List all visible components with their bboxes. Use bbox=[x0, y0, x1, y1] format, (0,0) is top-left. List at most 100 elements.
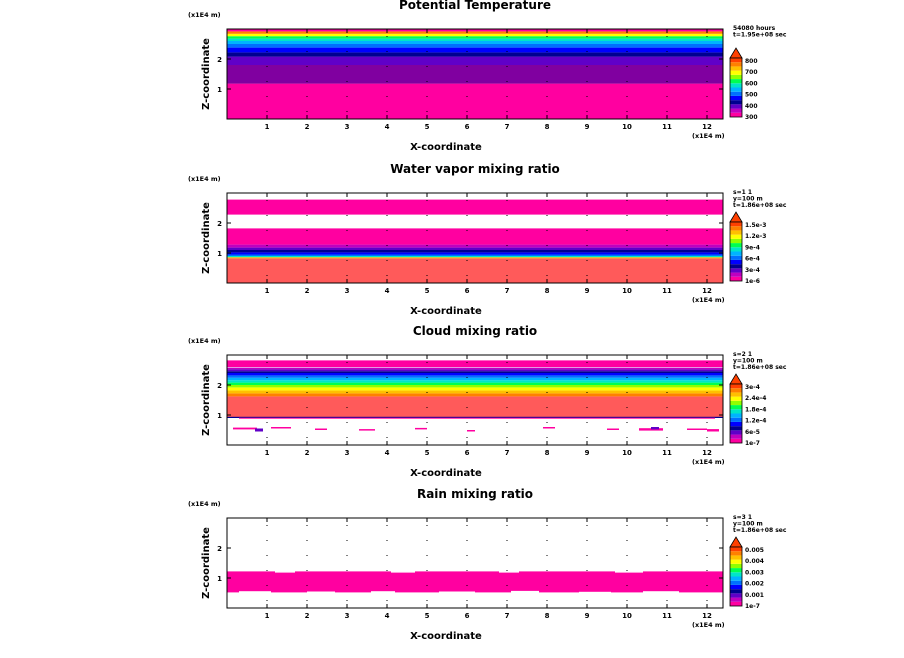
grid-dot bbox=[666, 230, 668, 231]
contour-band bbox=[227, 41, 723, 44]
grid-dot bbox=[346, 377, 348, 378]
x-tick-label: 4 bbox=[385, 612, 390, 620]
grid-dot bbox=[426, 230, 428, 231]
legend-swatch bbox=[730, 555, 742, 560]
grid-dot bbox=[506, 437, 508, 438]
x-tick-label: 1 bbox=[265, 612, 270, 620]
grid-dot bbox=[306, 36, 308, 37]
grid-dot bbox=[506, 51, 508, 52]
x-tick-label: 4 bbox=[385, 123, 390, 131]
legend-swatch bbox=[730, 547, 742, 552]
grid-dot bbox=[266, 422, 268, 423]
grid-dot bbox=[706, 570, 708, 571]
grid-dot bbox=[706, 600, 708, 601]
contour-patch bbox=[315, 428, 327, 430]
legend-swatch bbox=[730, 438, 742, 443]
grid-dot bbox=[546, 555, 548, 556]
contour-band bbox=[227, 390, 723, 394]
grid-dot bbox=[546, 230, 548, 231]
grid-dot bbox=[586, 422, 588, 423]
z-tick-label: 1 bbox=[217, 575, 222, 583]
grid-dot bbox=[346, 362, 348, 363]
x-unit-label: (x1E4 m) bbox=[692, 458, 725, 466]
grid-dot bbox=[626, 66, 628, 67]
legend-swatch bbox=[730, 222, 742, 227]
x-axis-label: X-coordinate bbox=[410, 468, 482, 479]
grid-dot bbox=[706, 245, 708, 246]
grid-dot bbox=[706, 51, 708, 52]
x-tick-label: 5 bbox=[425, 449, 430, 457]
legend-swatch bbox=[730, 405, 742, 410]
grid-dot bbox=[506, 215, 508, 216]
legend-swatch bbox=[730, 79, 742, 84]
contour-band bbox=[227, 367, 723, 370]
grid-dot bbox=[266, 407, 268, 408]
grid-dot bbox=[426, 437, 428, 438]
chart-panel-1: Potential Temperature(x1E4 m)1 2 3 4 5 6 7 8 9 10… bbox=[188, 0, 787, 153]
x-tick-label: 8 bbox=[545, 449, 550, 457]
grid-dot bbox=[586, 215, 588, 216]
contour-patch bbox=[707, 429, 719, 432]
legend-swatch bbox=[730, 563, 742, 569]
plot-area bbox=[227, 518, 723, 608]
legend: 1e-6 3e-4 6e-4 9e-4 1.2e-3 1.5e-3 bbox=[729, 211, 766, 285]
x-unit-label: (x1E4 m) bbox=[692, 621, 725, 629]
contour-patch bbox=[391, 571, 415, 573]
contour-band bbox=[227, 52, 723, 57]
grid-dot bbox=[586, 555, 588, 556]
grid-dot bbox=[586, 377, 588, 378]
contour-patch bbox=[511, 590, 539, 593]
grid-dot bbox=[266, 230, 268, 231]
grid-dot bbox=[426, 36, 428, 37]
x-tick-label: 10 bbox=[622, 123, 632, 131]
contour-band bbox=[227, 393, 723, 397]
contour-patch bbox=[275, 571, 295, 573]
grid-dot bbox=[706, 36, 708, 37]
grid-dot bbox=[586, 540, 588, 541]
grid-dot bbox=[426, 260, 428, 261]
z-unit-label: (x1E4 m) bbox=[188, 11, 221, 19]
grid-dot bbox=[266, 36, 268, 37]
grid-dot bbox=[626, 422, 628, 423]
grid-dot bbox=[586, 275, 588, 276]
grid-dots bbox=[266, 200, 708, 276]
grid-dot bbox=[386, 525, 388, 526]
contour-patch bbox=[271, 427, 291, 429]
grid-dot bbox=[426, 422, 428, 423]
grid-dot bbox=[306, 111, 308, 112]
grid-dot bbox=[626, 36, 628, 37]
grid-dot bbox=[466, 407, 468, 408]
contour-band bbox=[227, 258, 723, 283]
grid-dot bbox=[266, 585, 268, 586]
grid-dot bbox=[706, 555, 708, 556]
legend-label: 1e-7 bbox=[745, 440, 760, 447]
legend-swatch bbox=[730, 392, 742, 397]
grid-dot bbox=[586, 570, 588, 571]
contour-band bbox=[227, 416, 723, 418]
chart-panel-3: Cloud mixing ratio(x1E4 m)1 2 3 4 5 6 7 8 9 10 11 1… bbox=[188, 324, 787, 479]
grid-dot bbox=[306, 215, 308, 216]
contour-band bbox=[227, 38, 723, 41]
contour-patch bbox=[543, 427, 555, 429]
grid-dot bbox=[546, 437, 548, 438]
contour-band bbox=[227, 254, 723, 256]
grid-dot bbox=[586, 96, 588, 97]
grid-dot bbox=[466, 66, 468, 67]
grid-dot bbox=[426, 81, 428, 82]
grid-dot bbox=[466, 422, 468, 423]
grid-dot bbox=[466, 525, 468, 526]
grid-dot bbox=[626, 230, 628, 231]
x-tick-label: 6 bbox=[465, 449, 470, 457]
legend-swatch bbox=[730, 58, 742, 63]
legend-label: 9e-4 bbox=[745, 244, 760, 251]
legend-swatch bbox=[730, 559, 742, 564]
grid-dot bbox=[626, 200, 628, 201]
grid-dot bbox=[306, 540, 308, 541]
grid-dot bbox=[266, 540, 268, 541]
grid-dot bbox=[346, 555, 348, 556]
grid-dot bbox=[666, 36, 668, 37]
grid-dot bbox=[586, 200, 588, 201]
grid-dot bbox=[346, 81, 348, 82]
grid-dot bbox=[346, 600, 348, 601]
legend-label: 500 bbox=[745, 92, 758, 99]
